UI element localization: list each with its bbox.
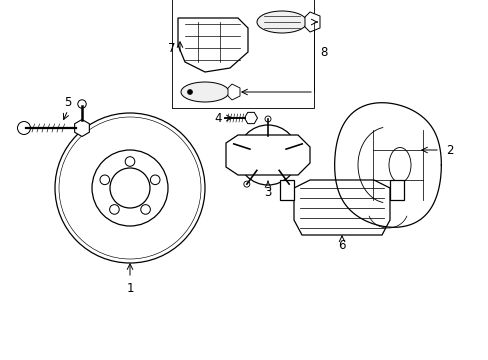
Text: 1: 1 [126,282,134,294]
Text: 7: 7 [168,41,175,54]
Circle shape [264,116,270,122]
Circle shape [244,181,249,187]
Circle shape [78,100,86,108]
Circle shape [187,90,192,94]
Polygon shape [227,84,240,100]
Text: 3: 3 [264,185,271,198]
Polygon shape [293,180,389,235]
Text: 6: 6 [338,239,345,252]
Bar [172,0,313,108]
Circle shape [285,181,291,187]
Ellipse shape [181,82,228,102]
Ellipse shape [257,11,306,33]
Circle shape [230,141,236,147]
Circle shape [238,125,297,185]
Ellipse shape [388,148,410,183]
Text: 4: 4 [214,112,221,125]
Text: 8: 8 [319,45,326,59]
Polygon shape [178,18,247,72]
Polygon shape [280,180,293,200]
Text: 5: 5 [64,95,72,108]
Polygon shape [305,12,319,32]
Polygon shape [225,135,309,175]
Circle shape [251,139,284,171]
Circle shape [18,122,30,135]
Circle shape [299,141,305,147]
Text: 2: 2 [446,144,453,157]
Polygon shape [389,180,403,200]
